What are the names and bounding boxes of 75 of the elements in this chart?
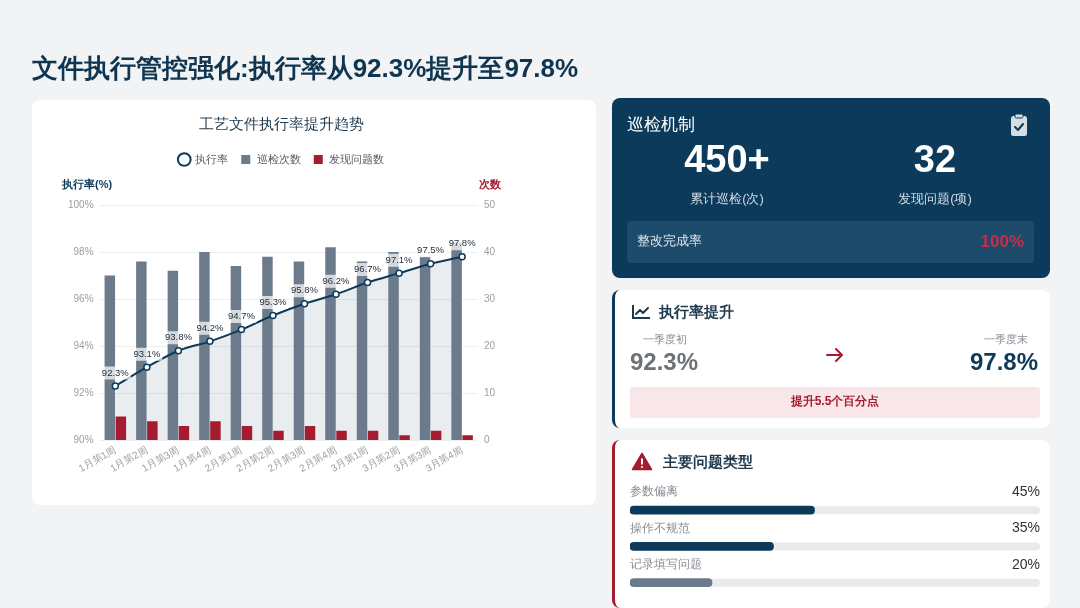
data-label: 97.5% <box>417 244 445 256</box>
chart-title: 主要问题类型 <box>663 453 753 471</box>
data-label: 96.7% <box>354 263 382 275</box>
point <box>332 290 340 299</box>
bar <box>273 430 284 441</box>
legend-label: 执行率 <box>195 152 229 165</box>
legend-label: 发现问题数 <box>329 152 385 165</box>
data-label: 20% <box>1011 555 1040 572</box>
text: 100% <box>980 232 1024 252</box>
data-label: 45% <box>1011 482 1040 499</box>
y-tick-label: 92% <box>73 386 94 398</box>
data-label: 96.2% <box>322 274 351 286</box>
point <box>174 346 183 355</box>
y-tick-label: 98% <box>73 245 94 257</box>
point <box>395 269 403 277</box>
y2-tick-label: 30 <box>483 292 496 304</box>
data-label: 95.8% <box>291 284 319 296</box>
point <box>426 260 435 268</box>
bar <box>115 416 127 441</box>
y-tick-label: 96% <box>73 292 94 304</box>
bar <box>430 430 442 441</box>
point <box>300 299 309 308</box>
text: 整改完成率 <box>637 233 702 249</box>
point <box>111 382 120 390</box>
point <box>269 311 277 320</box>
data-label: 93.1% <box>133 347 161 359</box>
data-label: 95.3% <box>259 296 287 308</box>
data-label: 94.2% <box>196 321 224 333</box>
y2-tick-label: 40 <box>483 245 496 257</box>
data-label: 97.1% <box>385 253 414 265</box>
y-tick-label: 记录填写问题 <box>630 556 702 571</box>
bar <box>399 435 410 441</box>
text: 32 <box>913 138 957 182</box>
bar <box>241 425 253 441</box>
text: 提升5.5个百分点 <box>790 394 880 409</box>
y2-tick-label: 10 <box>483 386 496 398</box>
text: 一季度初 <box>643 333 687 346</box>
y2-tick-label: 20 <box>483 339 496 351</box>
text: 执行率提升 <box>659 303 734 321</box>
bar <box>304 425 316 441</box>
y2-tick-label: 50 <box>483 198 496 210</box>
text: 97.8% <box>969 348 1038 376</box>
text: 450+ <box>684 138 770 182</box>
data-label: 94.7% <box>227 310 256 322</box>
text: 一季度末 <box>984 333 1028 346</box>
bar <box>210 421 221 441</box>
bar <box>147 421 158 441</box>
y-tick-label: 参数偏离 <box>630 484 678 499</box>
text: 巡检机制 <box>627 115 695 135</box>
y-axis-title: 执行率(%) <box>61 178 113 191</box>
bar <box>178 425 190 441</box>
y-tick-label: 操作不规范 <box>630 520 690 535</box>
data-label: 93.8% <box>164 331 193 343</box>
y2-tick-label: 0 <box>483 433 490 445</box>
y-tick-label: 94% <box>73 339 94 351</box>
chart-title: 工艺文件执行率提升趋势 <box>199 115 364 133</box>
text: 文件执行管控强化:执行率从92.3%提升至97.8% <box>32 53 579 84</box>
y-tick-label: 100% <box>68 198 94 210</box>
bar <box>462 435 473 441</box>
bar <box>367 430 379 441</box>
text: 发现问题(项) <box>898 191 972 207</box>
data-label: 92.3% <box>101 366 130 378</box>
bar <box>336 430 347 441</box>
data-label: 35% <box>1011 519 1040 536</box>
y-tick-label: 90% <box>73 433 94 445</box>
point <box>237 325 246 334</box>
text: 92.3% <box>630 348 699 376</box>
point <box>143 363 151 371</box>
text: 累计巡检(次) <box>690 191 764 207</box>
y2-axis-title: 次数 <box>479 178 502 191</box>
data-label: 97.8% <box>448 237 477 249</box>
point <box>458 252 466 261</box>
point <box>363 278 372 287</box>
point <box>206 337 214 346</box>
legend-label: 巡检次数 <box>256 152 301 165</box>
